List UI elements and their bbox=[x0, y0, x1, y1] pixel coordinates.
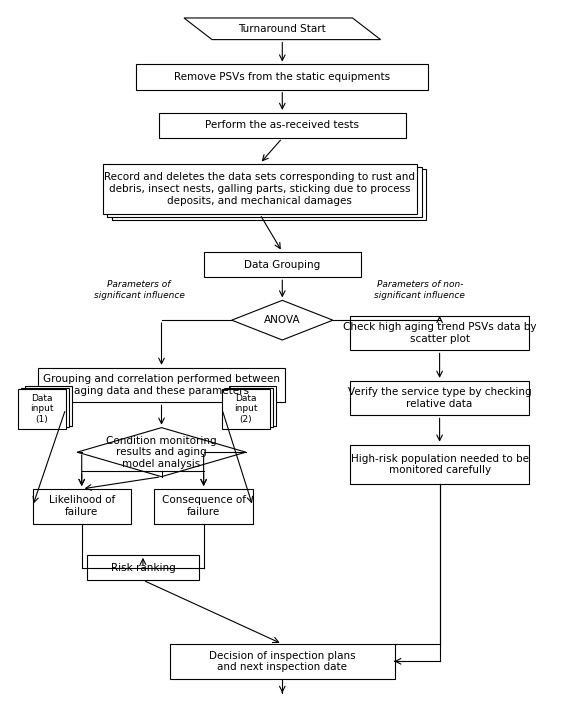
Text: Likelihood of
failure: Likelihood of failure bbox=[49, 495, 115, 517]
Text: Grouping and correlation performed between
aging data and these parameters: Grouping and correlation performed betwe… bbox=[43, 374, 280, 396]
FancyBboxPatch shape bbox=[87, 555, 199, 580]
FancyBboxPatch shape bbox=[38, 368, 285, 403]
Text: Decision of inspection plans
and next inspection date: Decision of inspection plans and next in… bbox=[209, 650, 355, 672]
Text: Verify the service type by checking
relative data: Verify the service type by checking rela… bbox=[348, 387, 532, 409]
FancyBboxPatch shape bbox=[136, 64, 428, 90]
Text: Record and deletes the data sets corresponding to rust and
debris, insect nests,: Record and deletes the data sets corresp… bbox=[105, 172, 415, 206]
Text: Data
input
(2): Data input (2) bbox=[234, 394, 258, 424]
Text: Consequence of
failure: Consequence of failure bbox=[162, 495, 246, 517]
Text: ANOVA: ANOVA bbox=[264, 315, 301, 325]
FancyBboxPatch shape bbox=[350, 445, 529, 484]
FancyBboxPatch shape bbox=[107, 167, 421, 217]
FancyBboxPatch shape bbox=[25, 387, 72, 426]
Text: Remove PSVs from the static equipments: Remove PSVs from the static equipments bbox=[174, 72, 390, 82]
Polygon shape bbox=[77, 428, 246, 476]
FancyBboxPatch shape bbox=[350, 381, 529, 416]
FancyBboxPatch shape bbox=[154, 489, 253, 523]
FancyBboxPatch shape bbox=[170, 644, 394, 678]
FancyBboxPatch shape bbox=[111, 169, 426, 220]
Text: Condition monitoring
results and aging
model analysis: Condition monitoring results and aging m… bbox=[106, 436, 217, 468]
Text: Data
input
(1): Data input (1) bbox=[30, 394, 54, 424]
FancyBboxPatch shape bbox=[21, 388, 69, 427]
Text: Data Grouping: Data Grouping bbox=[244, 260, 320, 269]
FancyBboxPatch shape bbox=[33, 489, 131, 523]
Text: Parameters of
significant influence: Parameters of significant influence bbox=[94, 280, 184, 300]
Text: Check high aging trend PSVs data by
scatter plot: Check high aging trend PSVs data by scat… bbox=[343, 322, 536, 344]
FancyBboxPatch shape bbox=[222, 389, 270, 429]
Text: Risk ranking: Risk ranking bbox=[111, 563, 175, 573]
Text: Perform the as-received tests: Perform the as-received tests bbox=[205, 120, 359, 130]
FancyBboxPatch shape bbox=[18, 389, 66, 429]
Polygon shape bbox=[184, 18, 381, 40]
Text: High-risk population needed to be
monitored carefully: High-risk population needed to be monito… bbox=[351, 454, 529, 475]
FancyBboxPatch shape bbox=[225, 388, 273, 427]
FancyBboxPatch shape bbox=[229, 387, 276, 426]
FancyBboxPatch shape bbox=[159, 113, 406, 138]
FancyBboxPatch shape bbox=[203, 252, 361, 277]
Text: Turnaround Start: Turnaround Start bbox=[238, 24, 326, 34]
Text: Parameters of non-
significant influence: Parameters of non- significant influence bbox=[375, 280, 466, 300]
FancyBboxPatch shape bbox=[350, 316, 529, 350]
FancyBboxPatch shape bbox=[102, 164, 417, 214]
Polygon shape bbox=[232, 300, 333, 340]
